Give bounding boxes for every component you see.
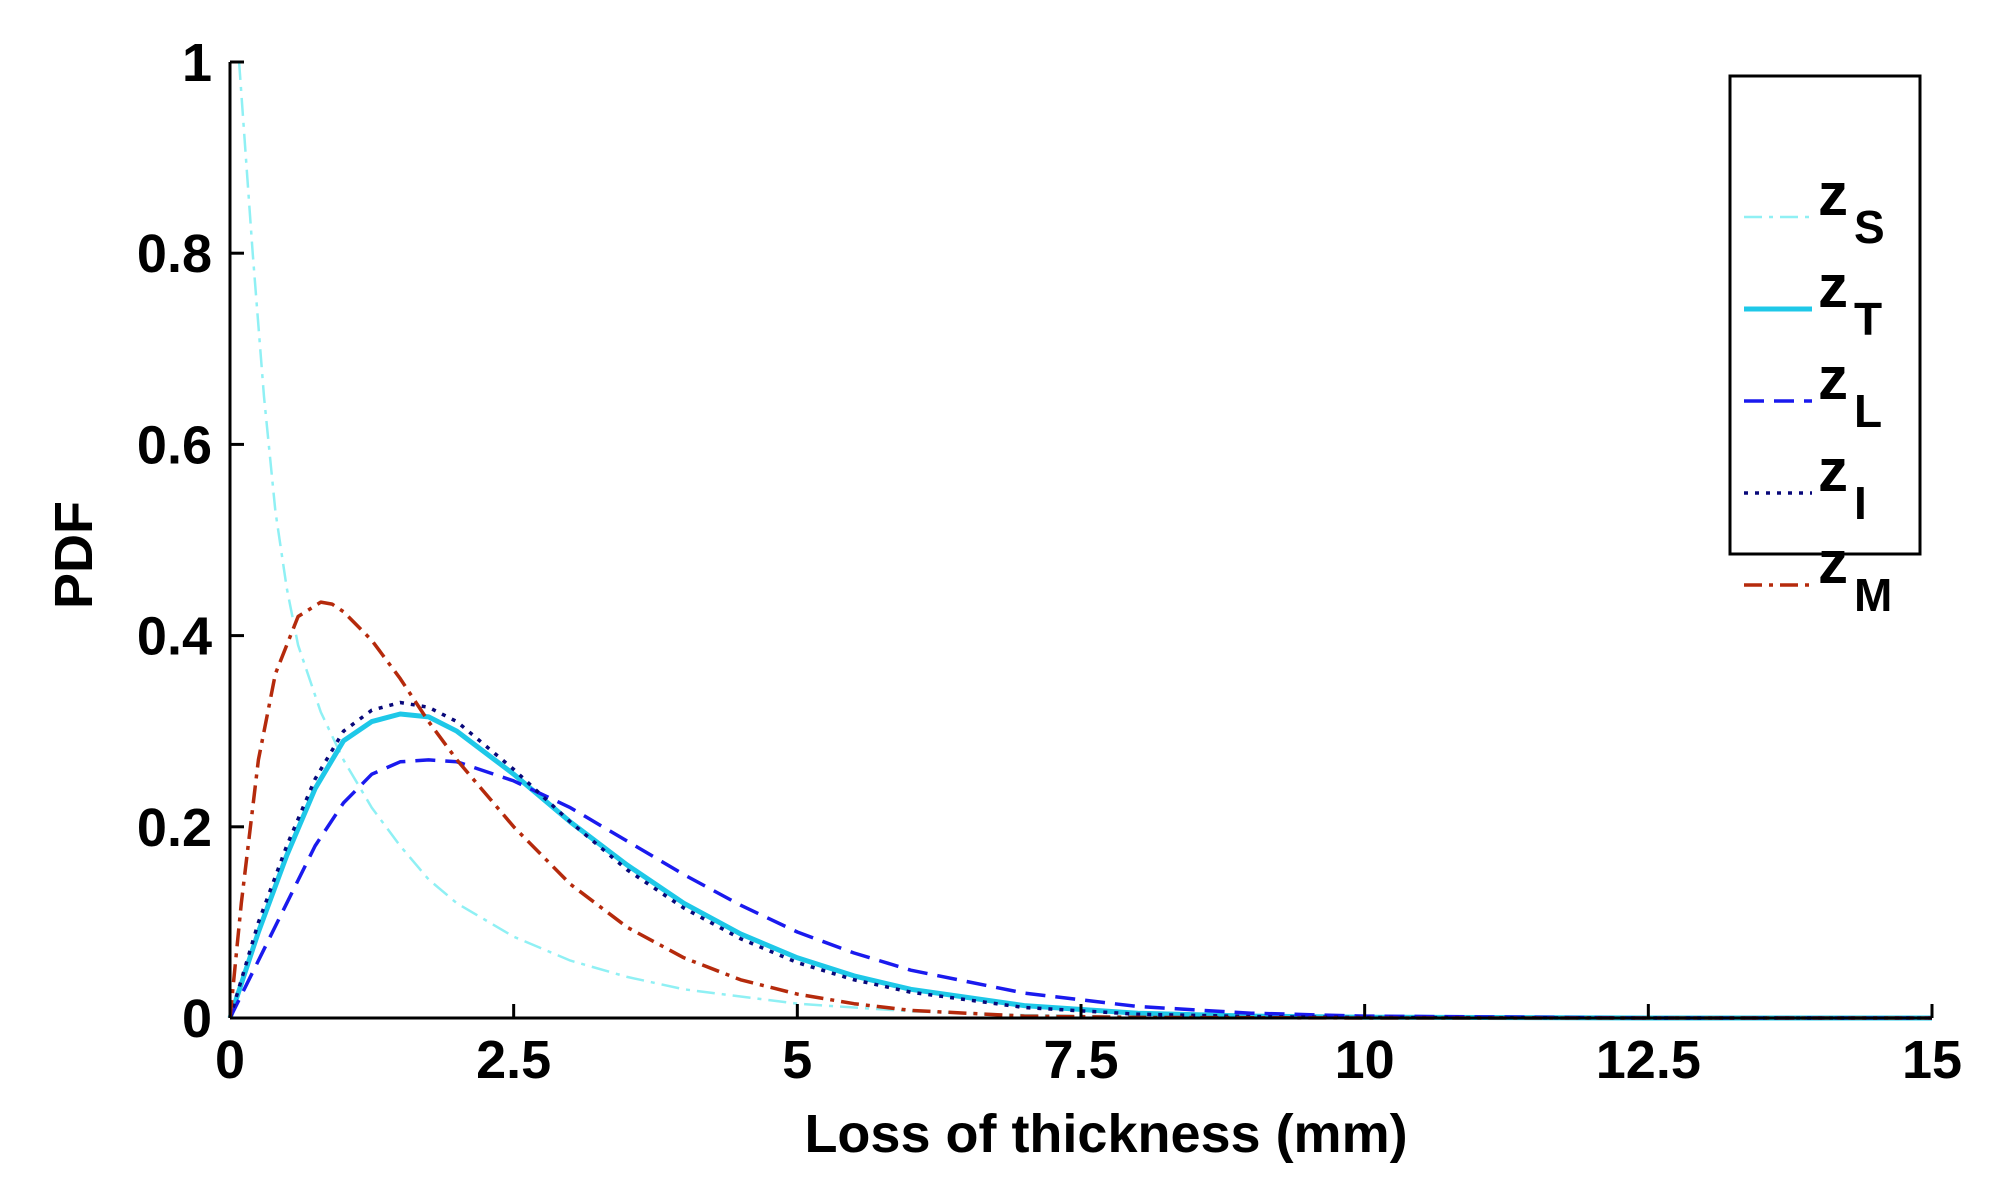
legend-subscript-i: I (1854, 477, 1867, 529)
legend-label-s: z (1818, 161, 1848, 228)
x-axis-label: Loss of thickness (mm) (804, 1104, 1407, 1164)
legend-label-i: z (1818, 437, 1848, 504)
legend-subscript-s: S (1854, 201, 1885, 253)
x-tick-label: 10 (1335, 1030, 1395, 1090)
series-line-z-t (227, 711, 1932, 1021)
y-tick-label: 0 (182, 989, 212, 1049)
y-tick-label: 1 (182, 33, 212, 93)
series-line-z-m (228, 600, 1932, 1020)
series-layer (227, 61, 1932, 1021)
axes-layer (228, 62, 1932, 1020)
y-axis-label: PDF (44, 501, 104, 609)
legend-box (1728, 74, 1922, 556)
y-tick-label: 0.8 (137, 224, 212, 284)
legend-subscript-l: L (1854, 385, 1882, 437)
x-tick-label: 0 (215, 1030, 245, 1090)
series-line-z-i (228, 700, 1932, 1020)
legend-subscript-t: T (1854, 293, 1882, 345)
x-tick-label: 7.5 (1043, 1030, 1118, 1090)
legend-label-l: z (1818, 345, 1848, 412)
y-tick-label: 0.2 (137, 798, 212, 858)
series-line-z-s (237, 61, 1932, 1020)
y-tick-label: 0.4 (137, 607, 212, 667)
x-tick-label: 15 (1902, 1030, 1962, 1090)
y-tick-label: 0.6 (137, 415, 212, 475)
x-tick-label: 5 (782, 1030, 812, 1090)
legend-subscript-m: M (1854, 569, 1892, 621)
ticks-layer: 0 2.5 5 7.5 10 12.5 15 0 0.2 0.4 0.6 0.8 1 (137, 33, 1962, 1090)
legend-label-m: z (1818, 529, 1848, 596)
series-line-z-l (228, 758, 1932, 1020)
legend-label-t: z (1818, 253, 1848, 320)
legend: z Sz Tz Lz Iz M (1728, 74, 1922, 621)
x-tick-label: 2.5 (476, 1030, 551, 1090)
x-tick-label: 12.5 (1596, 1030, 1701, 1090)
